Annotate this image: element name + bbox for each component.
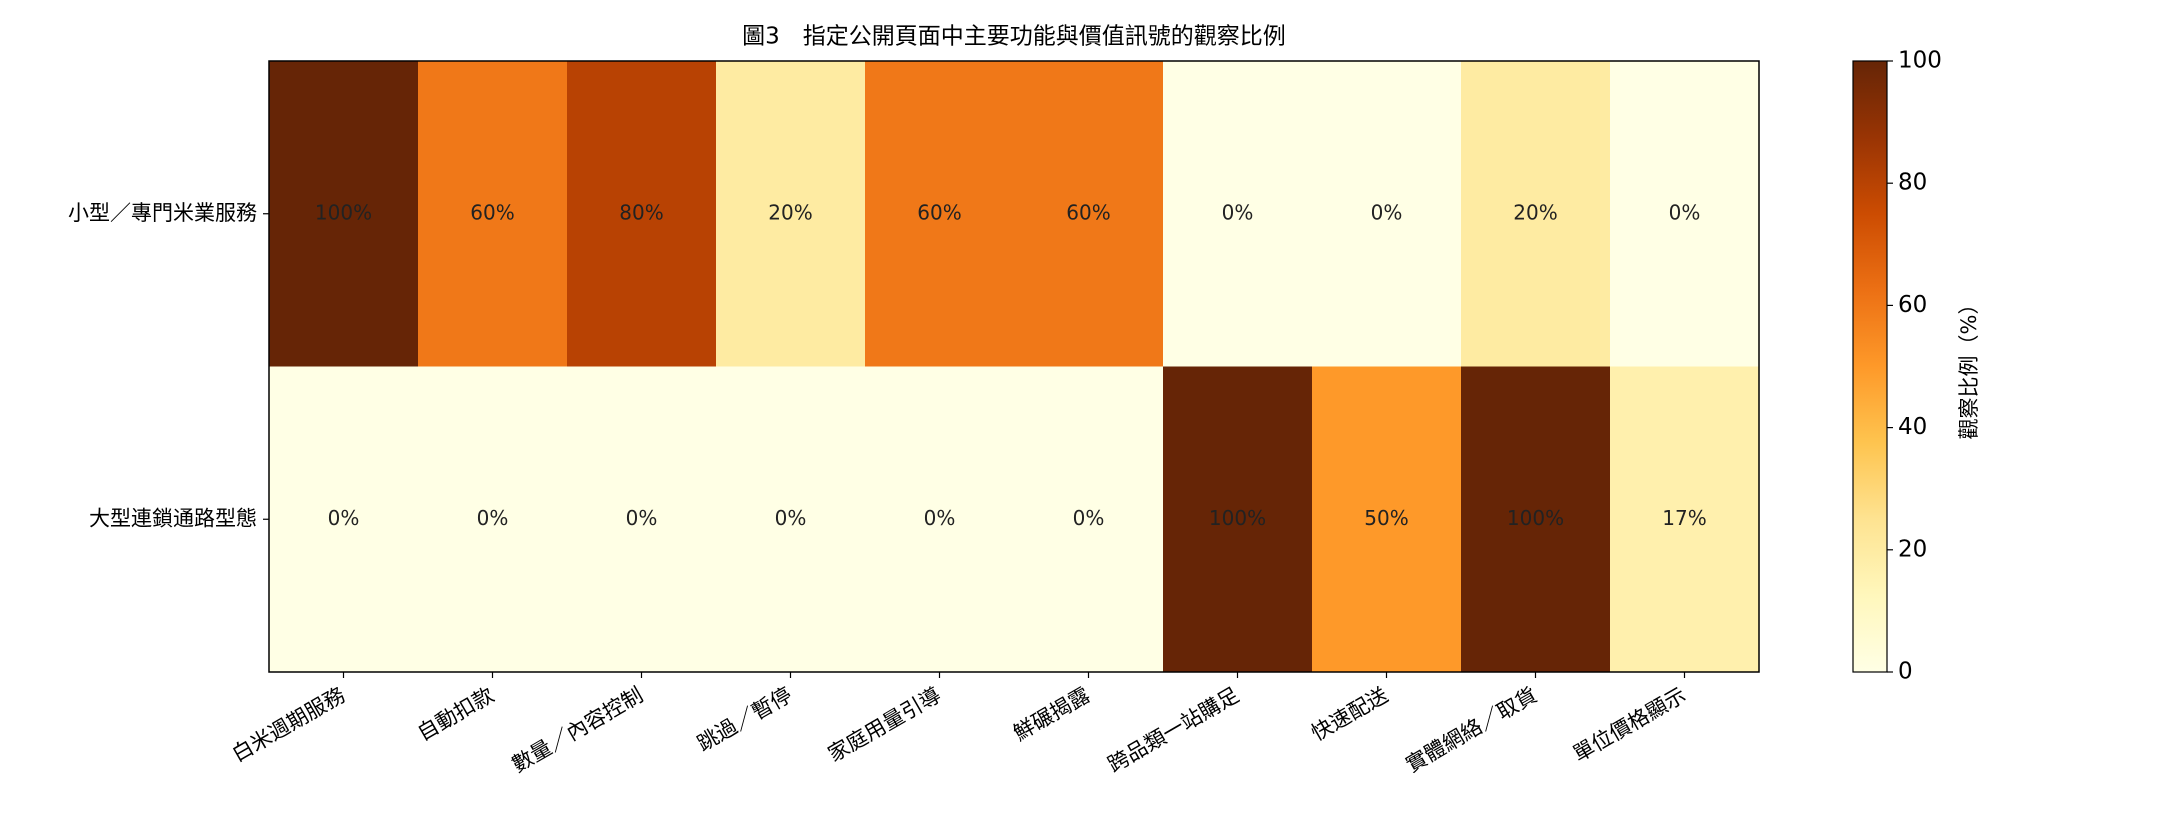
heatmap-cell <box>567 61 717 367</box>
heatmap-cell <box>418 366 568 673</box>
colorbar-tick-label: 20 <box>1898 536 1927 562</box>
cell-label: 0% <box>924 506 956 530</box>
heatmap-cell <box>1014 366 1164 673</box>
heatmap-cell <box>269 61 419 367</box>
cell-label: 100% <box>1209 506 1266 530</box>
cell-label: 20% <box>768 200 812 224</box>
heatmap-cell <box>269 366 419 673</box>
y-tick-label: 大型連鎖通路型態 <box>89 506 257 530</box>
colorbar-tick-label: 60 <box>1898 292 1927 318</box>
heatmap-cell <box>716 366 866 673</box>
heatmap-cell <box>865 61 1015 367</box>
cell-label: 60% <box>917 200 961 224</box>
cell-label: 100% <box>1507 506 1564 530</box>
colorbar-tick-label: 40 <box>1898 414 1927 440</box>
x-tick-label: 數量／內容控制 <box>508 683 647 777</box>
heatmap-cell <box>1461 61 1611 367</box>
colorbar-tick-label: 100 <box>1898 48 1942 74</box>
cell-label: 0% <box>775 506 807 530</box>
x-tick-label: 白米週期服務 <box>228 683 349 767</box>
cell-label: 60% <box>1066 200 1110 224</box>
heatmap-cell <box>865 366 1015 673</box>
heatmap-cell <box>418 61 568 367</box>
x-tick-label: 跳過／暫停 <box>693 683 796 756</box>
x-tick-label: 鮮碾揭露 <box>1009 683 1094 746</box>
x-tick-label: 自動扣款 <box>413 683 498 746</box>
cell-label: 20% <box>1513 200 1557 224</box>
cell-label: 0% <box>626 506 658 530</box>
heatmap-cell <box>1163 61 1313 367</box>
cell-label: 0% <box>1669 200 1701 224</box>
colorbar-tick-label: 0 <box>1898 659 1913 685</box>
cell-label: 0% <box>1222 200 1254 224</box>
plot-frame <box>268 60 1760 673</box>
cell-label: 60% <box>470 200 514 224</box>
x-tick-label: 快速配送 <box>1307 683 1392 746</box>
cell-label: 0% <box>328 506 360 530</box>
heatmap-cell <box>567 366 717 673</box>
cell-label: 0% <box>1073 506 1105 530</box>
x-tick-label: 家庭用量引導 <box>824 683 945 767</box>
heatmap-cell <box>1312 61 1462 367</box>
heatmap-cell <box>1014 61 1164 367</box>
heatmap-cell <box>1312 366 1462 673</box>
x-tick-label: 實體網絡／取貨 <box>1402 683 1541 777</box>
x-tick-label: 單位價格顯示 <box>1569 683 1690 767</box>
y-tick-label: 小型／專門米業服務 <box>68 201 257 225</box>
cell-label: 80% <box>619 200 663 224</box>
cell-label: 50% <box>1364 506 1408 530</box>
x-tick-label: 跨品類一站購足 <box>1104 683 1243 777</box>
colorbar <box>1852 60 1888 673</box>
chart-title: 圖3 指定公開頁面中主要功能與價值訊號的觀察比例 <box>742 24 1286 50</box>
cell-label: 0% <box>477 506 509 530</box>
heatmap-cell <box>1610 366 1760 673</box>
heatmap-cell <box>716 61 866 367</box>
cell-label: 17% <box>1662 506 1706 530</box>
cell-label: 100% <box>315 200 372 224</box>
heatmap-cell <box>1163 366 1313 673</box>
heatmap-cell <box>1610 61 1760 367</box>
cell-label: 0% <box>1371 200 1403 224</box>
heatmap-cell <box>1461 366 1611 673</box>
colorbar-tick-label: 80 <box>1898 170 1927 196</box>
colorbar-label: 觀察比例（%） <box>1957 294 1981 440</box>
